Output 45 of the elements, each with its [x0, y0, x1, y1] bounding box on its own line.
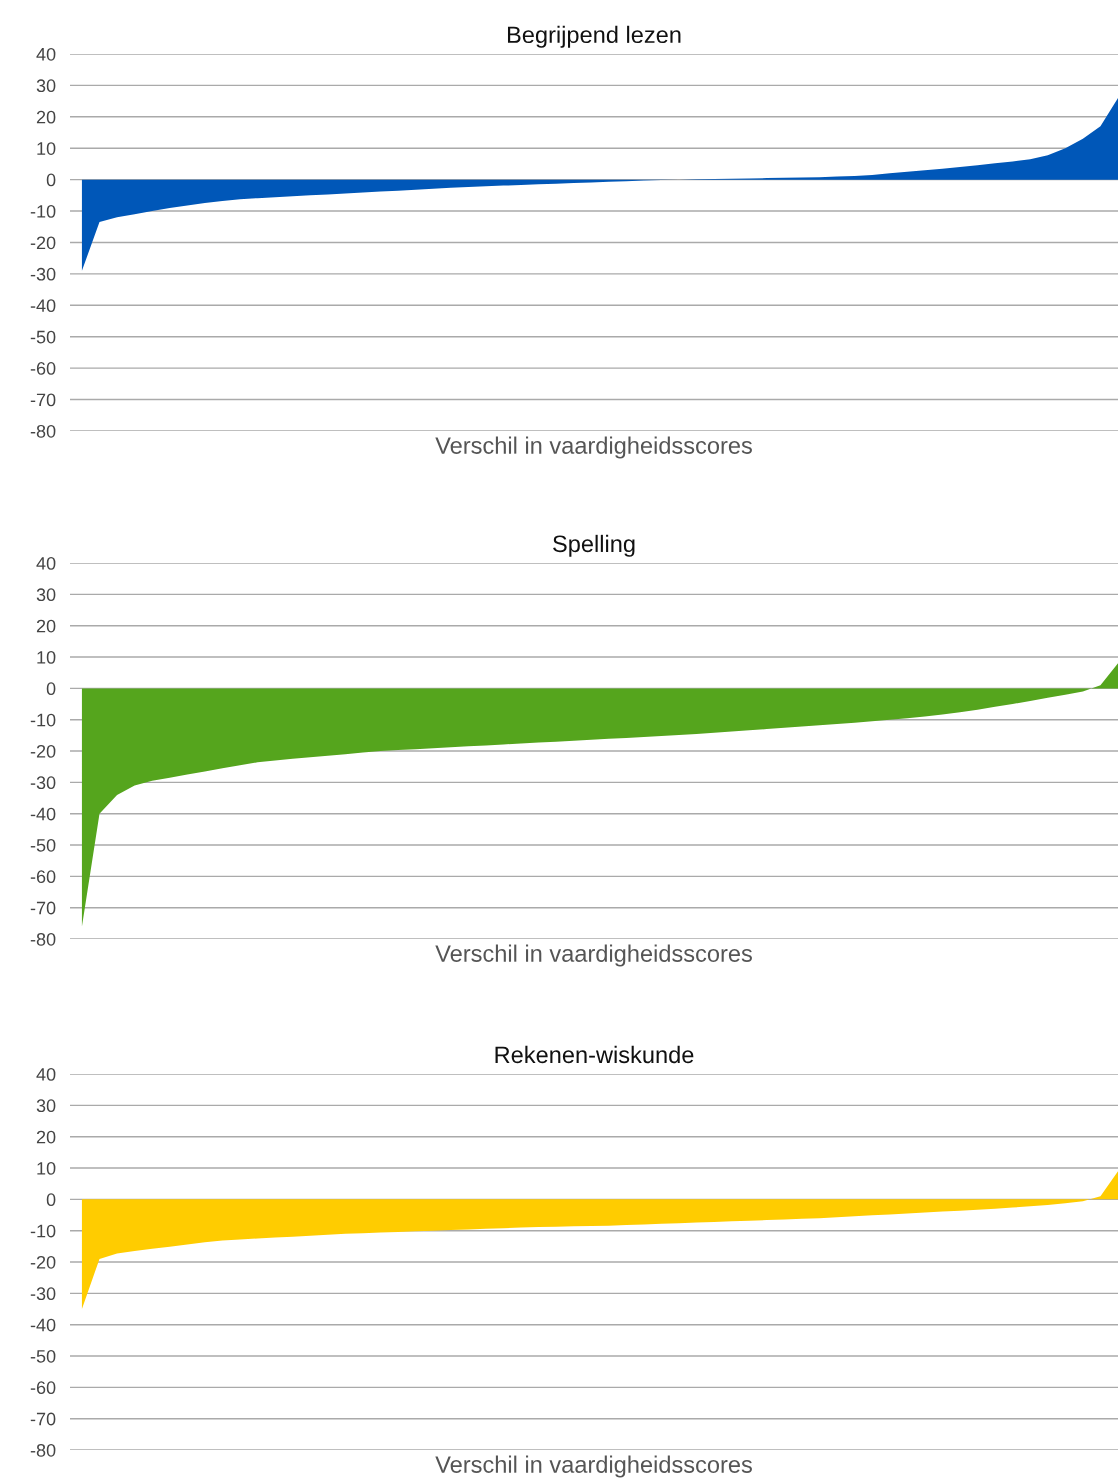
y-tick-label: 40 — [36, 47, 56, 61]
y-tick-label: -40 — [30, 299, 56, 313]
y-tick-label: 30 — [36, 79, 56, 93]
chart-title: Begrijpend lezen — [507, 25, 681, 48]
y-tick-label: 20 — [36, 1130, 56, 1144]
y-tick-label: -50 — [30, 838, 56, 852]
chart-title: Rekenen-wiskunde — [495, 1045, 694, 1064]
y-tick-label: -20 — [30, 1255, 56, 1269]
y-tick-label: -10 — [30, 1224, 56, 1238]
y-tick-label: -40 — [30, 1318, 56, 1332]
x-axis-title: Verschil in vaardigheidsscores — [435, 436, 752, 459]
y-tick-label: -30 — [30, 776, 56, 790]
y-tick-label: 10 — [37, 1161, 56, 1175]
y-tick-label: -70 — [30, 901, 56, 915]
y-tick-label: -40 — [30, 807, 56, 821]
y-tick-label: -70 — [30, 393, 56, 407]
y-tick-label: 0 — [46, 682, 56, 696]
y-tick-label: 30 — [36, 1099, 56, 1113]
y-tick-label: -50 — [30, 1349, 56, 1363]
y-tick-label: -70 — [30, 1412, 56, 1426]
y-tick-label: -10 — [30, 205, 56, 218]
y-tick-label: -60 — [30, 1381, 56, 1395]
x-axis-title: Verschil in vaardigheidsscores — [435, 944, 752, 967]
y-tick-label: 0 — [46, 1193, 56, 1207]
y-tick-label: 20 — [36, 619, 56, 633]
chart-title: Spelling — [553, 534, 635, 557]
y-tick-label: 40 — [36, 1067, 56, 1081]
x-axis-title: Verschil in vaardigheidsscores — [435, 1455, 752, 1478]
y-tick-label: -60 — [30, 362, 56, 375]
y-tick-label: -80 — [30, 932, 56, 946]
y-tick-label: -20 — [30, 744, 56, 758]
y-tick-label: -20 — [30, 236, 56, 250]
y-tick-label: 30 — [36, 588, 56, 602]
y-tick-label: 40 — [36, 556, 56, 570]
y-tick-label: -80 — [30, 424, 56, 438]
y-tick-label: -80 — [30, 1443, 56, 1457]
y-tick-label: 0 — [46, 173, 56, 187]
y-tick-label: -10 — [30, 713, 56, 727]
y-tick-label: 20 — [36, 110, 56, 124]
y-tick-label: -50 — [30, 330, 56, 344]
y-tick-label: 10 — [37, 650, 56, 664]
y-tick-label: -60 — [30, 870, 56, 884]
y-tick-label: 10 — [37, 142, 56, 155]
y-tick-label: -30 — [30, 267, 56, 281]
y-tick-label: -30 — [30, 1287, 56, 1301]
